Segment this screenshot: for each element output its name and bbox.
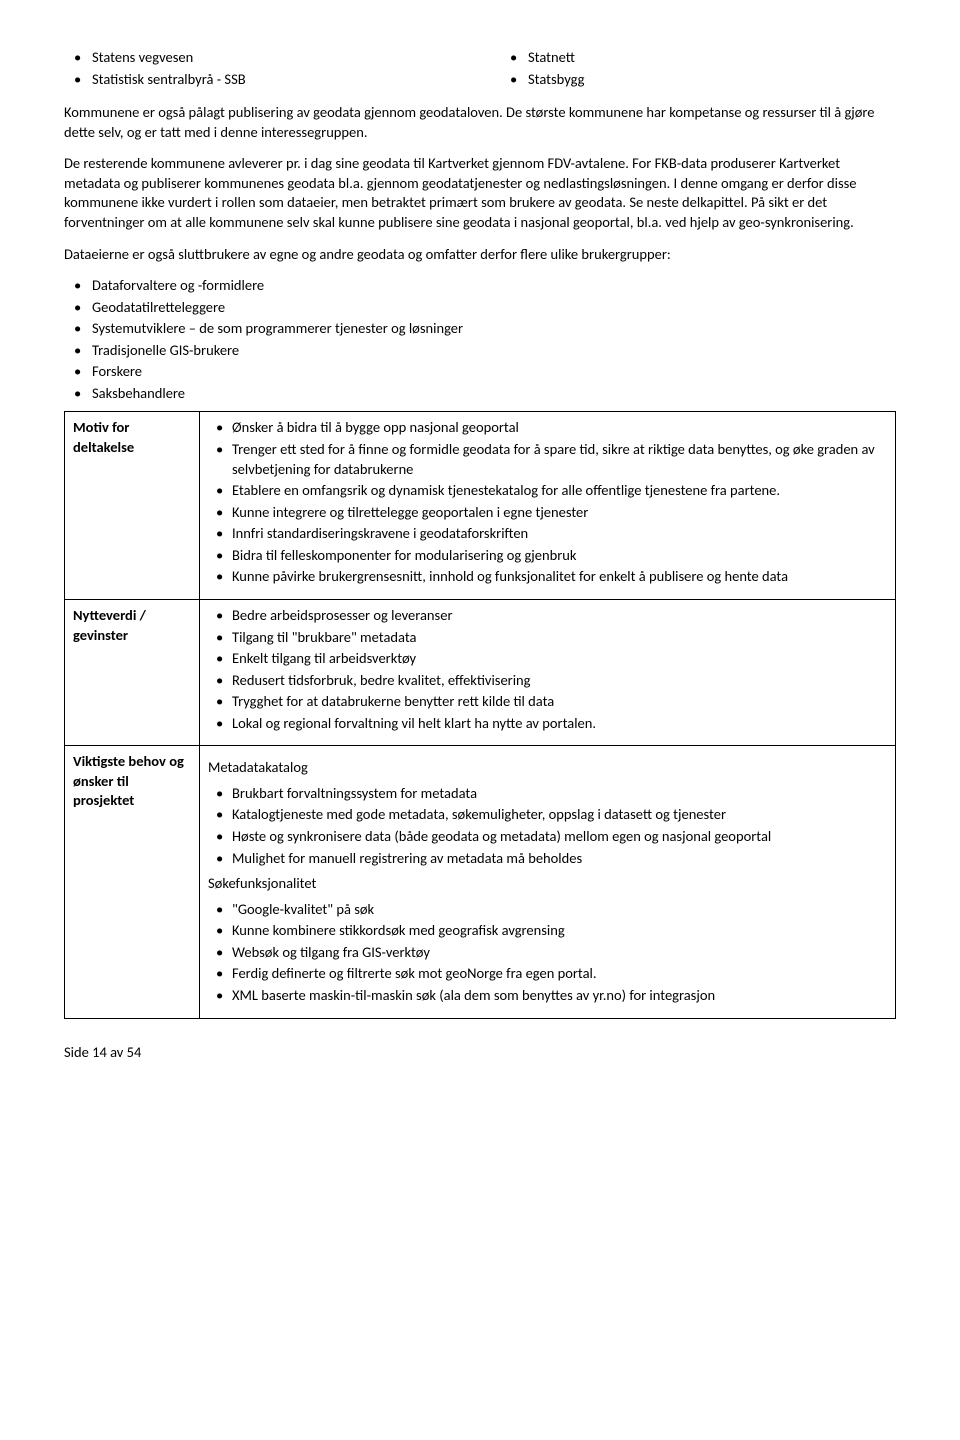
top-bullet-columns: Statens vegvesen Statistisk sentralbyrå … bbox=[64, 48, 896, 91]
list-item: XML baserte maskin-til-maskin søk (ala d… bbox=[208, 986, 887, 1006]
list-item: Tradisjonelle GIS-brukere bbox=[64, 341, 896, 361]
table-row: Viktigste behov og ønsker til prosjektet… bbox=[65, 746, 896, 1018]
user-groups-list: Dataforvaltere og -formidlere Geodatatil… bbox=[64, 276, 896, 403]
top-right-list: Statnett Statsbygg bbox=[500, 48, 896, 89]
row-content-behov: Metadatakatalog Brukbart forvaltningssys… bbox=[200, 746, 896, 1018]
list-item: Ferdig definerte og filtrerte søk mot ge… bbox=[208, 964, 887, 984]
list-item: Statsbygg bbox=[500, 70, 896, 90]
list-item: Bedre arbeidsprosesser og leveranser bbox=[208, 606, 887, 626]
list-item: Høste og synkronisere data (både geodata… bbox=[208, 827, 887, 847]
subheading-sokefunksjonalitet: Søkefunksjonalitet bbox=[208, 874, 887, 894]
list-item: Kunne påvirke brukergrensesnitt, innhold… bbox=[208, 567, 887, 587]
list-item: "Google-kvalitet" på søk bbox=[208, 900, 887, 920]
list-item: Statnett bbox=[500, 48, 896, 68]
subheading-metadatakatalog: Metadatakatalog bbox=[208, 758, 887, 778]
list-item: Saksbehandlere bbox=[64, 384, 896, 404]
paragraph: Dataeierne er også sluttbrukere av egne … bbox=[64, 245, 896, 265]
list-item: Lokal og regional forvaltning vil helt k… bbox=[208, 714, 887, 734]
row-label-motiv: Motiv for deltakelse bbox=[65, 412, 200, 600]
list-item: Trenger ett sted for å finne og formidle… bbox=[208, 440, 887, 479]
list-item: Tilgang til "brukbare" metadata bbox=[208, 628, 887, 648]
page-footer: Side 14 av 54 bbox=[64, 1043, 896, 1063]
list-item: Katalogtjeneste med gode metadata, søkem… bbox=[208, 805, 887, 825]
list-item: Brukbart forvaltningssystem for metadata bbox=[208, 784, 887, 804]
list-item: Kunne kombinere stikkordsøk med geografi… bbox=[208, 921, 887, 941]
list-item: Websøk og tilgang fra GIS-verktøy bbox=[208, 943, 887, 963]
row-label-behov: Viktigste behov og ønsker til prosjektet bbox=[65, 746, 200, 1018]
list-item: Dataforvaltere og -formidlere bbox=[64, 276, 896, 296]
list-item: Systemutviklere – de som programmerer tj… bbox=[64, 319, 896, 339]
list-item: Kunne integrere og tilrettelegge geoport… bbox=[208, 503, 887, 523]
top-left-list: Statens vegvesen Statistisk sentralbyrå … bbox=[64, 48, 460, 89]
list-item: Innfri standardiseringskravene i geodata… bbox=[208, 524, 887, 544]
list-item: Redusert tidsforbruk, bedre kvalitet, ef… bbox=[208, 671, 887, 691]
table-row: Motiv for deltakelse Ønsker å bidra til … bbox=[65, 412, 896, 600]
table-row: Nytteverdi / gevinster Bedre arbeidspros… bbox=[65, 599, 896, 745]
paragraph: De resterende kommunene avleverer pr. i … bbox=[64, 154, 896, 232]
list-item: Statistisk sentralbyrå - SSB bbox=[64, 70, 460, 90]
row-content-nytte: Bedre arbeidsprosesser og leveranser Til… bbox=[200, 599, 896, 745]
list-item: Mulighet for manuell registrering av met… bbox=[208, 849, 887, 869]
list-item: Etablere en omfangsrik og dynamisk tjene… bbox=[208, 481, 887, 501]
list-item: Trygghet for at databrukerne benytter re… bbox=[208, 692, 887, 712]
row-content-motiv: Ønsker å bidra til å bygge opp nasjonal … bbox=[200, 412, 896, 600]
list-item: Forskere bbox=[64, 362, 896, 382]
list-item: Bidra til felleskomponenter for modulari… bbox=[208, 546, 887, 566]
list-item: Geodatatilretteleggere bbox=[64, 298, 896, 318]
row-label-nytte: Nytteverdi / gevinster bbox=[65, 599, 200, 745]
list-item: Enkelt tilgang til arbeidsverktøy bbox=[208, 649, 887, 669]
list-item: Statens vegvesen bbox=[64, 48, 460, 68]
info-table: Motiv for deltakelse Ønsker å bidra til … bbox=[64, 411, 896, 1018]
list-item: Ønsker å bidra til å bygge opp nasjonal … bbox=[208, 418, 887, 438]
paragraph: Kommunene er også pålagt publisering av … bbox=[64, 103, 896, 142]
